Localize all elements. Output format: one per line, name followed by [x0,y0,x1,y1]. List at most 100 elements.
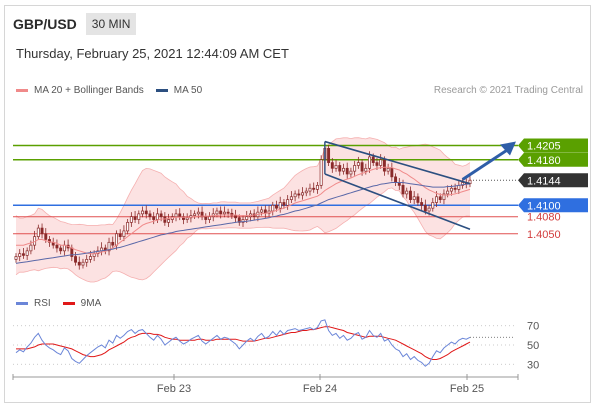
candle-body [174,213,178,218]
candle-body [237,217,241,223]
legend-swatch-rsi [16,302,28,305]
candle-body [137,213,141,220]
candle-body [148,213,152,218]
legend-item-9ma: 9MA [62,298,102,309]
candle-body [222,211,226,215]
candle-body [435,196,438,203]
candle-body [394,176,398,183]
candle-body [461,182,465,186]
candle-body [245,216,249,220]
candle-body [163,216,167,223]
candle-body [155,213,159,220]
candle-body [319,159,323,186]
rsi-line [15,319,471,367]
candle-body [215,210,219,215]
candle-body [278,202,282,209]
candle-body [111,241,115,246]
candle-body [364,167,368,172]
period-badge[interactable]: 30 MIN [85,13,137,35]
candle-body [122,230,126,237]
legend-label-ma50: MA 50 [173,85,203,96]
candle-body [449,187,453,192]
candle-body [356,162,360,166]
candle-body [40,227,44,235]
candle-body [85,259,89,263]
bollinger-upper-line [15,137,471,226]
candle-body [29,244,33,252]
level-label-box-1.4205 [518,138,588,153]
level-label-box-1.4100 [518,198,588,213]
symbol-title: GBP/USD [13,16,77,32]
level-label-box-1.4144 [518,173,588,188]
chart-header: GBP/USD 30 MIN [13,12,137,36]
candle-body [178,213,182,218]
candle-body [275,204,278,209]
candle-body [118,233,122,237]
candle-body [312,187,316,190]
candle-body [409,190,412,200]
candle-body [208,216,211,220]
candle-body [431,202,435,209]
candle-body [405,190,409,195]
candle-body [286,199,290,206]
candle-body [315,185,319,190]
candle-body [44,233,48,240]
forecast-arrow-head [500,141,516,156]
legend-label-9ma: 9MA [80,298,102,309]
candle-body [412,196,416,200]
channel-upper-line [324,140,471,185]
price-legend: MA 20 + Bollinger Bands MA 50 [16,85,214,96]
candle-body [353,165,357,172]
candle-body [129,216,133,223]
x-tick-label-0: Feb 23 [157,383,191,395]
candle-body [59,247,63,252]
chart-frame [4,5,591,403]
candle-body [185,217,189,220]
level-label-box-1.4180 [518,152,588,167]
candle-body [442,193,446,200]
forecast-arrow-shaft [461,148,509,181]
candle-body [349,170,353,175]
candle-body [107,241,111,252]
candle-body [375,162,379,166]
candle-body [371,156,375,163]
research-credit: Research © 2021 Trading Central [433,85,583,96]
candle-body [345,167,349,175]
candle-body [14,256,18,260]
candle-body [219,210,223,215]
candle-body [77,261,81,266]
candle-body [271,204,275,212]
level-label-1.4205: 1.4205 [527,141,561,153]
candle-body [342,167,345,172]
x-tick-label-2: Feb 25 [450,383,484,395]
candle-body [204,216,208,220]
candle-body [401,185,405,195]
candle-body [74,256,77,263]
candle-body [289,196,293,200]
candle-body [193,213,197,216]
candle-body [327,148,331,163]
candle-body [427,207,431,212]
candle-body [62,244,66,252]
channel-lower-line [324,173,471,230]
candle-body [304,190,308,194]
level-label-1.4100: 1.4100 [527,200,561,212]
legend-item-ma20: MA 20 + Bollinger Bands [16,85,144,96]
legend-item-rsi: RSI [16,298,51,309]
bollinger-band-fill [16,137,470,282]
candle-body [196,211,200,215]
candle-body [182,216,185,220]
candle-body [360,162,364,172]
candle-body [297,193,301,196]
candle-body [81,261,85,266]
bollinger-lower-line [15,187,471,283]
candle-body [88,256,92,260]
candle-body [152,216,156,220]
x-tick-label-1: Feb 24 [303,383,337,395]
candle-body [234,215,238,219]
candle-body [141,210,144,215]
candle-body [453,187,457,190]
candle-body [334,165,338,169]
candle-body [330,162,334,169]
